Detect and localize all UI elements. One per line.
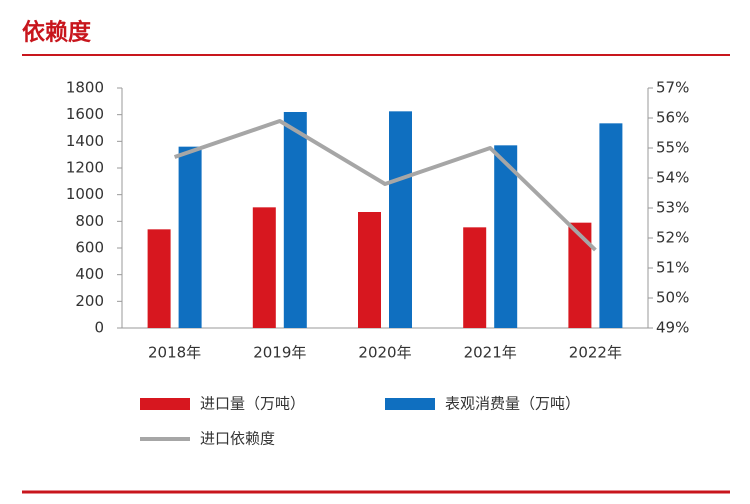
bar	[389, 111, 412, 328]
y2-tick-label: 56%	[656, 109, 689, 127]
y2-tick-label: 50%	[656, 289, 689, 307]
x-tick-label: 2020年	[358, 344, 411, 362]
y2-tick-label: 55%	[656, 139, 689, 157]
legend-swatch	[385, 398, 435, 410]
legend-swatch	[140, 398, 190, 410]
line	[173, 119, 597, 252]
x-tick-label: 2019年	[253, 344, 306, 362]
bar	[358, 212, 381, 328]
y2-tick-label: 49%	[656, 319, 689, 337]
y-tick-label: 400	[75, 265, 104, 283]
y2-tick-label: 52%	[656, 229, 689, 247]
bar	[252, 207, 276, 328]
bar	[463, 227, 487, 328]
legend-label: 进口依赖度	[200, 430, 275, 448]
x-tick-label: 2018年	[148, 344, 201, 362]
legend-label: 进口量（万吨）	[200, 395, 305, 413]
y-tick-label: 200	[75, 292, 104, 310]
bar	[283, 112, 307, 328]
bar	[568, 222, 592, 328]
y2-tick-label: 51%	[656, 259, 689, 277]
y-tick-label: 1800	[66, 79, 104, 97]
bar	[599, 123, 623, 328]
y-tick-label: 600	[75, 239, 104, 257]
bar	[494, 145, 518, 328]
x-tick-label: 2022年	[569, 344, 622, 362]
bar	[147, 229, 171, 328]
y2-tick-label: 54%	[656, 169, 689, 187]
chart-title: 依赖度	[22, 19, 92, 46]
y2-tick-label: 57%	[656, 79, 689, 97]
y-tick-label: 1000	[66, 185, 104, 203]
y-tick-label: 800	[75, 212, 104, 230]
x-tick-label: 2021年	[464, 344, 517, 362]
y-tick-label: 0	[94, 319, 104, 337]
y-tick-label: 1400	[66, 132, 104, 150]
bar	[178, 146, 202, 328]
y-tick-label: 1600	[66, 105, 104, 123]
legend-label: 表观消费量（万吨）	[445, 395, 580, 413]
y2-tick-label: 53%	[656, 199, 689, 217]
y-tick-label: 1200	[66, 159, 104, 177]
